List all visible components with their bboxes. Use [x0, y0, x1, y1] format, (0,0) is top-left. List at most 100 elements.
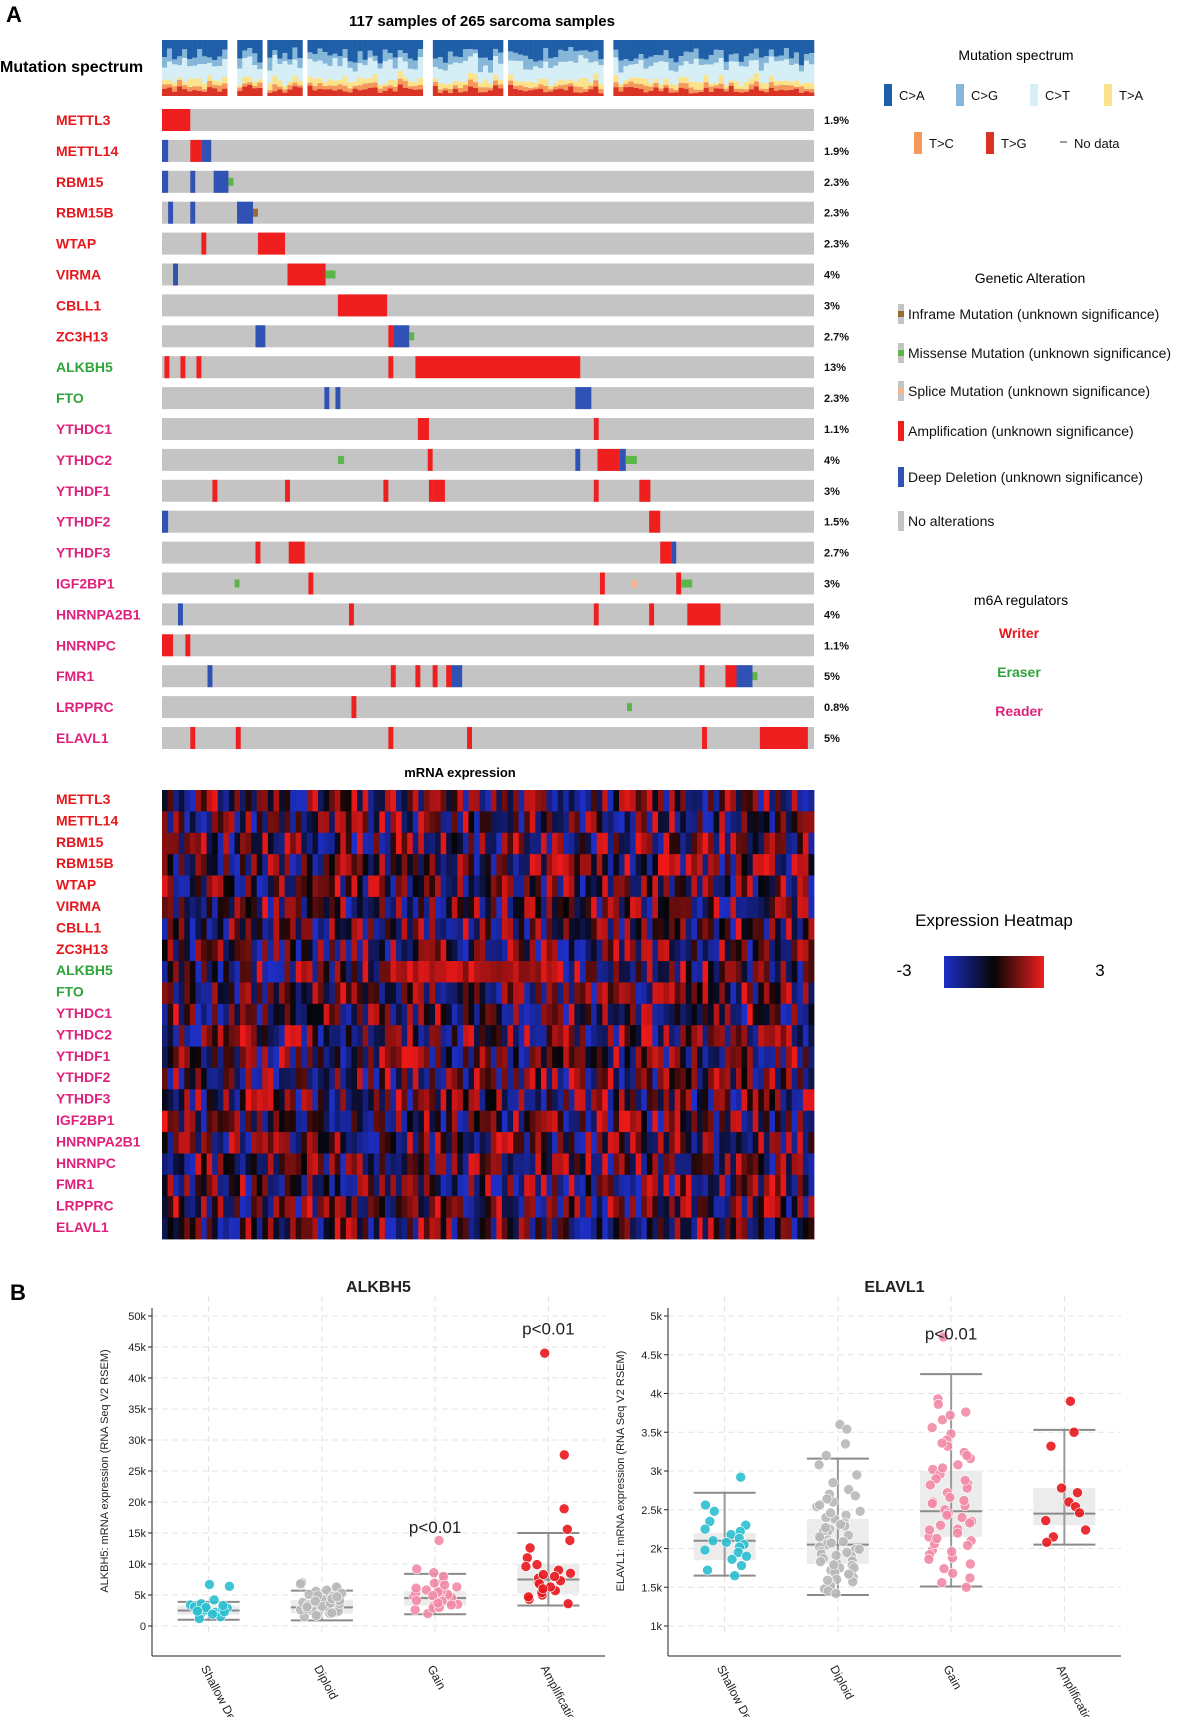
- spectrum-segment: [548, 67, 554, 87]
- heatmap-cell: [563, 811, 570, 834]
- heatmap-cell: [540, 790, 547, 812]
- heatmap-cell: [446, 1025, 453, 1047]
- x-category-label: Amplification: [1054, 1663, 1098, 1717]
- spectrum-segment: [167, 79, 173, 85]
- spectrum-segment: [212, 84, 218, 89]
- heatmap-cell: [635, 1196, 642, 1219]
- spectrum-segment: [723, 91, 730, 96]
- heatmap-cell: [663, 1046, 670, 1069]
- heatmap-cell: [808, 1153, 815, 1176]
- heatmap-cell: [462, 1067, 469, 1090]
- heatmap-cell: [713, 790, 720, 812]
- heatmap-cell: [290, 1003, 297, 1026]
- heatmap-cell: [178, 1067, 185, 1090]
- heatmap-cell: [591, 1003, 598, 1026]
- heatmap-cell: [251, 1153, 258, 1176]
- track-background: [162, 418, 814, 440]
- heatmap-cell: [162, 1196, 168, 1219]
- heatmap-cell: [613, 961, 620, 983]
- spectrum-segment: [457, 88, 464, 93]
- heatmap-cell: [245, 1196, 252, 1219]
- heatmap-cell: [752, 854, 759, 876]
- heatmap-cell: [524, 961, 531, 983]
- heatmap-cell: [462, 854, 469, 876]
- heatmap-cell: [396, 918, 403, 941]
- data-point: [962, 1540, 973, 1551]
- heatmap-cell: [407, 896, 414, 919]
- heatmap-cell: [262, 875, 269, 898]
- heatmap-cell: [680, 1132, 687, 1154]
- spectrum-segment: [477, 72, 484, 83]
- heatmap-cell: [206, 1046, 213, 1069]
- spectrum-segment: [708, 86, 714, 92]
- heatmap-cell: [802, 1153, 809, 1176]
- spectrum-segment: [362, 65, 368, 80]
- heatmap-cell: [774, 832, 781, 855]
- heatmap-cell: [641, 854, 648, 876]
- heatmap-cell: [228, 1196, 235, 1219]
- heatmap-cell: [747, 811, 754, 834]
- spectrum-segment: [778, 84, 785, 90]
- heatmap-cell: [295, 1174, 302, 1197]
- heatmap-cell: [496, 1153, 503, 1176]
- spectrum-segment: [723, 85, 730, 89]
- spectrum-segment: [643, 68, 649, 79]
- y-tick-label: 40k: [128, 1373, 146, 1385]
- spectrum-segment: [718, 75, 725, 84]
- heatmap-gene-label: HNRNPA2B1: [56, 1133, 141, 1149]
- heatmap-cell: [301, 918, 308, 941]
- alteration-mark: [308, 572, 314, 595]
- spectrum-segment: [177, 56, 183, 66]
- heatmap-cell: [535, 1025, 542, 1047]
- heatmap-cell: [535, 1089, 542, 1112]
- heatmap-cell: [786, 1174, 793, 1197]
- heatmap-cell: [474, 918, 481, 941]
- data-point: [565, 1568, 576, 1579]
- heatmap-cell: [786, 939, 793, 962]
- data-point: [937, 1331, 949, 1343]
- heatmap-gene-label: FTO: [56, 984, 84, 1000]
- heatmap-cell: [758, 1025, 765, 1047]
- spectrum-segment: [638, 83, 644, 89]
- heatmap-cell: [490, 1153, 497, 1176]
- heatmap-cell: [340, 1174, 347, 1197]
- heatmap-cell: [791, 790, 798, 812]
- heatmap-cell: [318, 790, 325, 812]
- heatmap-cell: [513, 1025, 520, 1047]
- heatmap-cell: [295, 961, 302, 983]
- heatmap-cell: [435, 832, 442, 855]
- data-point: [964, 1572, 976, 1584]
- spectrum-segment: [613, 87, 619, 96]
- spectrum-segment: [437, 83, 444, 90]
- heatmap-cell: [446, 918, 453, 941]
- heatmap-cell: [680, 1046, 687, 1069]
- heatmap-gene-label: YTHDF3: [56, 1091, 111, 1107]
- alteration-swatch: [898, 350, 904, 356]
- heatmap-cell: [758, 1046, 765, 1069]
- spectrum-segment: [578, 55, 584, 79]
- heatmap-cell: [462, 939, 469, 962]
- heatmap-cell: [685, 1132, 692, 1154]
- heatmap-cell: [418, 1025, 425, 1047]
- heatmap-cell: [602, 982, 609, 1005]
- heatmap-cell: [568, 1046, 575, 1069]
- heatmap-cell: [351, 1067, 358, 1090]
- heatmap-cell: [418, 1217, 425, 1240]
- heatmap-cell: [730, 961, 737, 983]
- heatmap-cell: [206, 896, 213, 919]
- heatmap-cell: [741, 961, 748, 983]
- data-point: [825, 1507, 836, 1519]
- heatmap-cell: [412, 961, 419, 983]
- heatmap-cell: [189, 1174, 196, 1197]
- heatmap-cell: [563, 1067, 570, 1090]
- spectrum-segment: [528, 87, 534, 91]
- spectrum-segment: [297, 68, 303, 81]
- heatmap-cell: [535, 1110, 542, 1133]
- heatmap-cell: [206, 1003, 213, 1026]
- heatmap-cell: [680, 875, 687, 898]
- heatmap-cell: [412, 1089, 419, 1112]
- heatmap-cell: [440, 1196, 447, 1219]
- heatmap-cell: [602, 1110, 609, 1133]
- heatmap-cell: [396, 1089, 403, 1112]
- gene-label: YTHDC2: [56, 452, 112, 468]
